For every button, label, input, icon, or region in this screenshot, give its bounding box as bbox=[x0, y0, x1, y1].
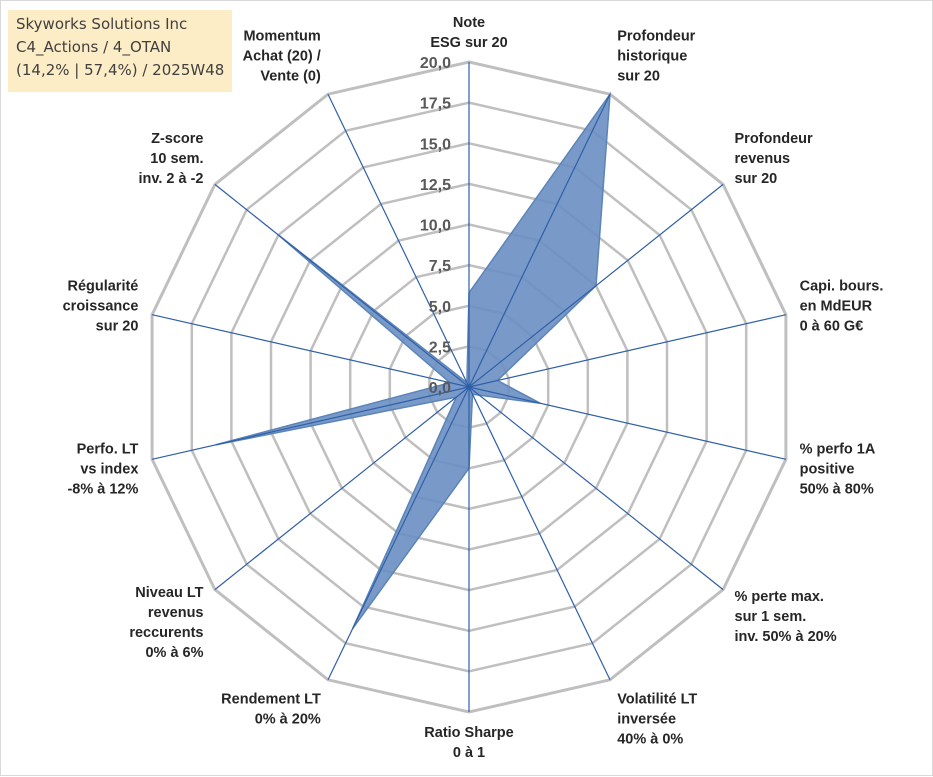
axis-label-line: Capi. bours. bbox=[800, 278, 884, 294]
tick-label: 0,0 bbox=[429, 380, 451, 397]
axis-spoke bbox=[327, 93, 470, 388]
tick-label: 17,5 bbox=[420, 96, 451, 113]
axis-label-line: vs index bbox=[80, 462, 138, 478]
axis-spoke bbox=[214, 386, 470, 591]
axis-spoke bbox=[327, 386, 470, 681]
axis-label-line: 40% à 0% bbox=[617, 732, 683, 748]
axis-label-line: Profondeur bbox=[617, 28, 695, 44]
axis-label-line: revenus bbox=[148, 605, 204, 621]
axis-label-line: sur 1 sem. bbox=[735, 609, 807, 625]
axis-spoke bbox=[468, 183, 724, 388]
series-area bbox=[215, 91, 611, 630]
axis-spoke bbox=[151, 386, 470, 460]
axis-label-line: inv. 50% à 20% bbox=[735, 629, 837, 645]
axis-spoke bbox=[468, 386, 787, 460]
axis-label-line: 0 à 1 bbox=[453, 745, 485, 761]
axis-label-line: Niveau LT bbox=[135, 585, 203, 601]
tick-label: 20,0 bbox=[420, 55, 451, 72]
axis-label-line: Vente (0) bbox=[260, 68, 321, 84]
axis-label-line: Ratio Sharpe bbox=[424, 725, 513, 741]
axis-label: Profondeur revenus sur 20 bbox=[735, 131, 813, 187]
tick-label: 5,0 bbox=[429, 299, 451, 316]
axis-label-line: Profondeur bbox=[735, 131, 813, 147]
axis-label: % perte max. sur 1 sem. inv. 50% à 20% bbox=[735, 589, 837, 645]
axis-label-line: revenus bbox=[735, 151, 791, 167]
axis-label-line: -8% à 12% bbox=[67, 482, 138, 498]
spoke-layer bbox=[151, 62, 787, 712]
axis-label-line: Z-score bbox=[151, 131, 203, 147]
axis-label-line: Rendement LT bbox=[221, 692, 321, 708]
axis-label-line: Perfo. LT bbox=[77, 442, 139, 458]
info-box: Skyworks Solutions Inc C4_Actions / 4_OT… bbox=[8, 10, 232, 92]
axis-label: Profondeur historique sur 20 bbox=[617, 28, 695, 84]
axis-spoke bbox=[151, 314, 470, 388]
series-layer bbox=[215, 91, 611, 630]
tick-label: 15,0 bbox=[420, 136, 451, 153]
label-layer: Note ESG sur 20 Profondeur historique sur 20… bbox=[63, 15, 884, 761]
tick-layer: 0,0 2,5 5,0 7,5 10,0 12,5 15,0 17,5 20,0 bbox=[420, 55, 451, 397]
axis-label-line: 0% à 6% bbox=[145, 645, 203, 661]
axis-label-line: Volatilité LT bbox=[617, 692, 697, 708]
axis-label-line: reccurents bbox=[129, 625, 203, 641]
axis-label-line: sur 20 bbox=[96, 318, 139, 334]
axis-label-line: inversée bbox=[617, 712, 676, 728]
tick-label: 12,5 bbox=[420, 177, 451, 194]
axis-label-line: 0% à 20% bbox=[255, 712, 321, 728]
axis-label-line: % perte max. bbox=[735, 589, 824, 605]
axis-label: Régularité croissance sur 20 bbox=[63, 278, 139, 334]
company-name: Skyworks Solutions Inc bbox=[16, 15, 188, 33]
axis-spoke bbox=[214, 183, 470, 388]
stats-line: (14,2% | 57,4%) / 2025W48 bbox=[16, 61, 225, 79]
axis-label: Note ESG sur 20 bbox=[430, 15, 507, 51]
axis-spoke bbox=[468, 93, 611, 388]
axis-label: Rendement LT 0% à 20% bbox=[221, 692, 321, 728]
tick-label: 2,5 bbox=[429, 339, 451, 356]
axis-spoke bbox=[468, 314, 787, 388]
axis-label-line: sur 20 bbox=[617, 68, 660, 84]
axis-label-line: Régularité bbox=[67, 278, 138, 294]
tick-label: 7,5 bbox=[429, 258, 451, 275]
axis-label-line: % perfo 1A bbox=[800, 442, 876, 458]
axis-spoke bbox=[468, 386, 611, 681]
axis-label: Ratio Sharpe 0 à 1 bbox=[424, 725, 513, 761]
axis-label-line: Achat (20) / bbox=[243, 48, 321, 64]
axis-label-line: sur 20 bbox=[735, 171, 778, 187]
axis-label-line: en MdEUR bbox=[800, 298, 873, 314]
axis-label: Niveau LT revenus reccurents 0% à 6% bbox=[129, 585, 203, 661]
axis-label-line: 10 sem. bbox=[150, 151, 203, 167]
axis-label-line: croissance bbox=[63, 298, 139, 314]
axis-spoke bbox=[468, 386, 724, 591]
axis-label: % perfo 1A positive 50% à 80% bbox=[800, 442, 876, 498]
axis-label: Perfo. LT vs index -8% à 12% bbox=[67, 442, 138, 498]
axis-label: Volatilité LT inversée 40% à 0% bbox=[617, 692, 697, 748]
axis-label-line: 50% à 80% bbox=[800, 482, 874, 498]
portfolio-line: C4_Actions / 4_OTAN bbox=[16, 38, 172, 56]
axis-label-line: ESG sur 20 bbox=[430, 35, 507, 51]
tick-label: 10,0 bbox=[420, 218, 451, 235]
axis-label-line: historique bbox=[617, 48, 687, 64]
axis-label-line: Momentum bbox=[243, 28, 320, 44]
axis-label-line: Note bbox=[453, 15, 485, 31]
axis-label-line: 0 à 60 G€ bbox=[800, 318, 864, 334]
axis-label: Z-score 10 sem. inv. 2 à -2 bbox=[138, 131, 203, 187]
axis-label-line: inv. 2 à -2 bbox=[138, 171, 203, 187]
axis-label: Momentum Achat (20) / Vente (0) bbox=[243, 28, 321, 84]
axis-label-line: positive bbox=[800, 462, 855, 478]
axis-label: Capi. bours. en MdEUR 0 à 60 G€ bbox=[800, 278, 884, 334]
